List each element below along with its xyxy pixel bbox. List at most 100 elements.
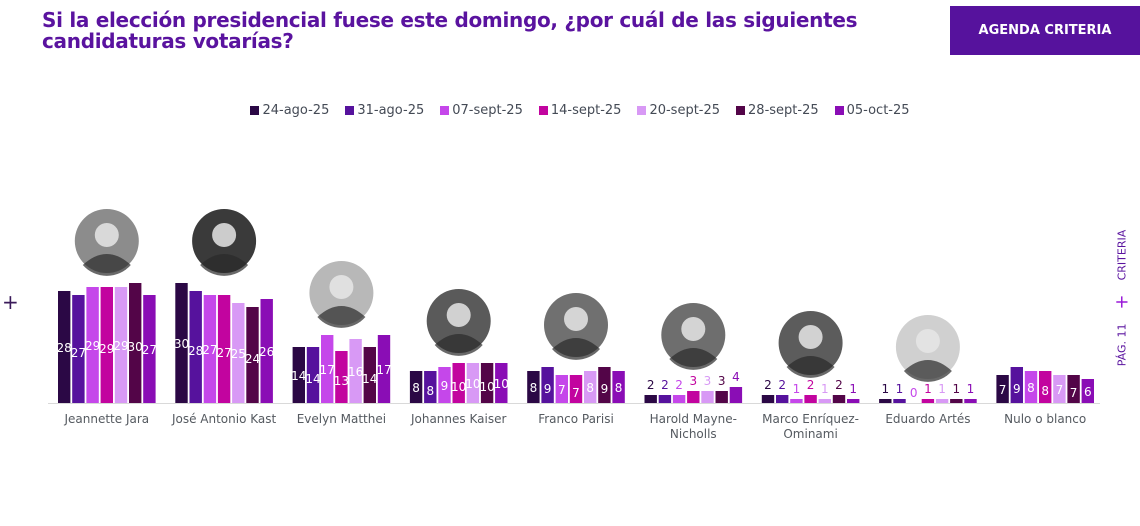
- data-label: 1: [881, 382, 889, 396]
- bar: [761, 395, 775, 403]
- bar: [996, 375, 1009, 403]
- category-label: Harold Mayne- Nicholls: [633, 412, 753, 442]
- data-label: 7: [1056, 383, 1064, 397]
- category-label-line: Jeannette Jara: [64, 412, 150, 426]
- bar: [776, 395, 789, 403]
- bar: [495, 363, 508, 403]
- data-label: 1: [938, 382, 946, 396]
- data-label: 10: [465, 377, 480, 391]
- legend-swatch: [440, 106, 450, 115]
- legend-label: 31-ago-25: [357, 103, 425, 118]
- bar: [555, 375, 568, 403]
- candidate-photo: [778, 311, 843, 378]
- category-label: Evelyn Matthei: [281, 412, 401, 427]
- data-label: 29: [113, 339, 128, 353]
- legend-swatch: [345, 106, 355, 115]
- candidate-photo: [661, 303, 726, 370]
- data-label: 2: [675, 378, 683, 392]
- category-label: Johannes Kaiser: [399, 412, 519, 427]
- bar: [527, 371, 540, 403]
- category-label-line: Ominami: [783, 427, 838, 441]
- category-label: José Antonio Kast: [164, 412, 284, 427]
- bar: [363, 347, 376, 403]
- category-label: Eduardo Artés: [868, 412, 988, 427]
- bar: [1024, 371, 1038, 403]
- bar: [438, 367, 451, 403]
- agenda-criteria-button[interactable]: AGENDA CRITERIA: [950, 6, 1140, 55]
- data-label: 1: [793, 382, 801, 396]
- bar: [921, 399, 935, 403]
- bar: [598, 367, 611, 403]
- candidate-photo: [192, 209, 257, 276]
- data-label: 2: [835, 378, 843, 392]
- bar: [321, 335, 334, 403]
- data-label: 8: [615, 381, 623, 395]
- bar: [541, 367, 554, 403]
- candidate-photo: [74, 209, 139, 276]
- bar: [715, 391, 728, 403]
- data-label: 0: [910, 386, 918, 400]
- bar: [790, 399, 803, 403]
- data-label: 10: [479, 380, 494, 394]
- data-label: 27: [216, 346, 231, 360]
- legend-item: 24-ago-25: [250, 103, 329, 118]
- data-label: 7: [572, 386, 580, 400]
- data-label: 25: [231, 347, 246, 361]
- data-label: 27: [71, 346, 86, 360]
- bar: [672, 395, 686, 403]
- bar: [480, 363, 494, 403]
- data-label: 8: [426, 384, 434, 398]
- bar: [175, 283, 188, 403]
- bar: [612, 371, 625, 403]
- category-label: Marco Enríquez- Ominami: [751, 412, 871, 442]
- bar: [335, 351, 348, 403]
- candidate-photo: [426, 289, 491, 356]
- bar: [232, 303, 245, 403]
- bar: [804, 395, 817, 403]
- bar: [644, 395, 657, 403]
- bar: [466, 363, 480, 403]
- data-label: 24: [245, 352, 260, 366]
- legend-item: 14-sept-25: [538, 103, 622, 118]
- legend-swatch: [538, 106, 548, 115]
- data-label: 4: [732, 370, 740, 384]
- bar: [246, 307, 259, 403]
- bar: [818, 399, 831, 403]
- category-label-line: Harold Mayne-: [649, 412, 737, 426]
- legend-label: 14-sept-25: [550, 103, 622, 118]
- data-label: 28: [188, 344, 203, 358]
- category-label: Jeannette Jara: [47, 412, 167, 427]
- legend-item: 05-oct-25: [834, 103, 910, 118]
- data-label: 2: [661, 378, 669, 392]
- data-label: 7: [558, 383, 566, 397]
- bar: [86, 287, 99, 403]
- data-label: 2: [647, 378, 655, 392]
- bar: [143, 295, 156, 403]
- data-label: 13: [334, 374, 349, 388]
- candidate-photo: [309, 261, 374, 328]
- data-label: 3: [718, 374, 726, 388]
- bar: [409, 371, 423, 403]
- legend-item: 31-ago-25: [345, 103, 424, 118]
- legend-label: 28-sept-25: [748, 103, 819, 118]
- bar: [217, 295, 231, 403]
- legend-label: 05-oct-25: [846, 103, 910, 118]
- data-label: 8: [1041, 384, 1049, 398]
- candidate-photo: [544, 293, 608, 360]
- title-line-2: candidaturas votarías?: [42, 29, 294, 53]
- data-label: 1: [924, 382, 932, 396]
- legend-item: 20-sept-25: [637, 103, 720, 118]
- data-label: 9: [1013, 382, 1021, 396]
- data-label: 2: [778, 378, 786, 392]
- bar: [935, 399, 949, 403]
- category-label-line: Franco Parisi: [538, 412, 614, 426]
- title-line-1: Si la elección presidencial fuese este d…: [42, 8, 858, 32]
- data-label: 29: [99, 342, 114, 356]
- bar: [847, 399, 860, 403]
- bar: [306, 347, 320, 403]
- bar: [964, 399, 977, 403]
- bar: [950, 399, 963, 403]
- data-label: 10: [494, 377, 509, 391]
- chart-title: Si la elección presidencial fuese este d…: [42, 10, 902, 52]
- category-label-line: Marco Enríquez-: [762, 412, 859, 426]
